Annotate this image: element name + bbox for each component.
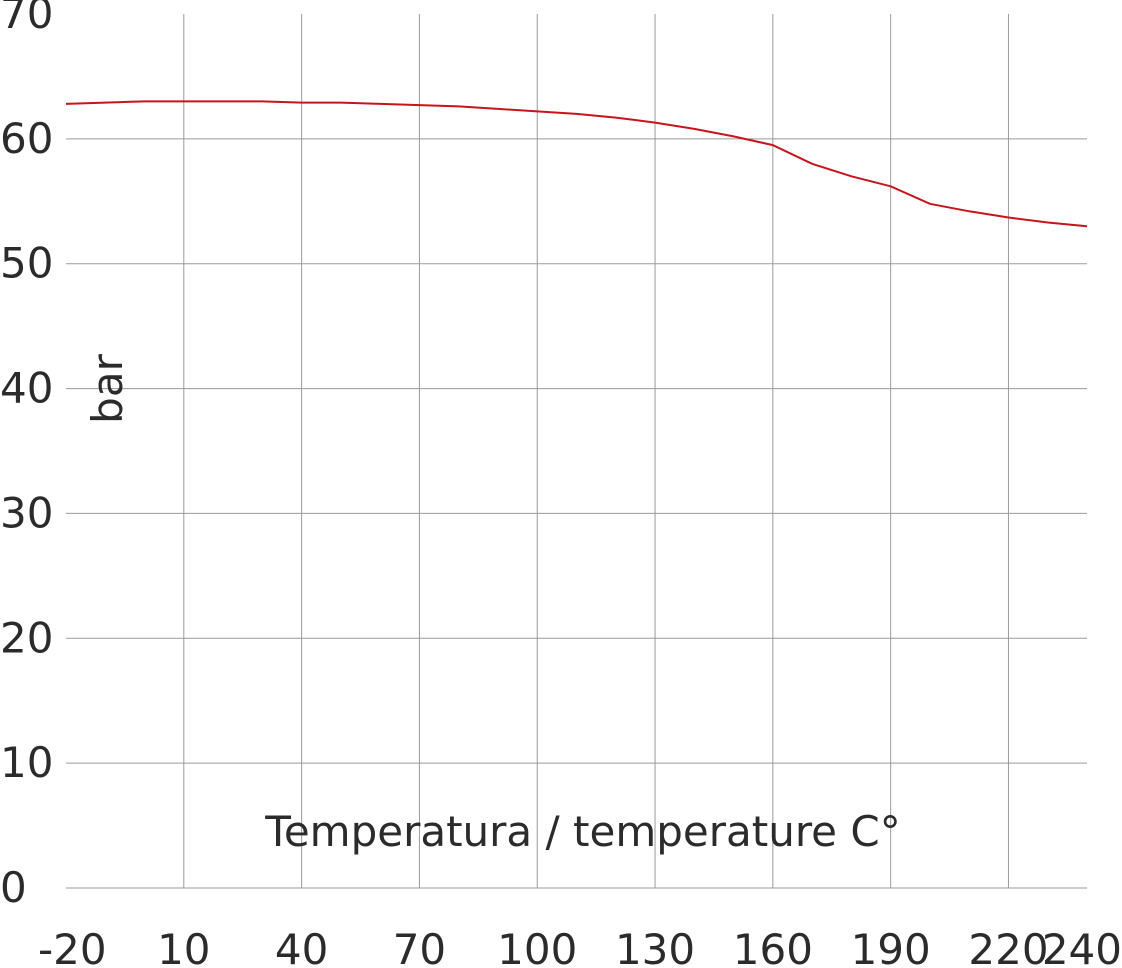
y-tick-label: 70 bbox=[0, 0, 53, 38]
x-tick-label: -20 bbox=[38, 925, 107, 968]
y-tick-label: 30 bbox=[0, 488, 53, 537]
y-tick-label: 20 bbox=[0, 613, 53, 662]
y-tick-label: 40 bbox=[0, 364, 53, 413]
y-tick-label: 60 bbox=[0, 114, 53, 163]
x-tick-label: 10 bbox=[157, 925, 210, 968]
y-axis-ticks: 0 10 20 30 40 50 60 70 bbox=[0, 0, 53, 912]
y-tick-label: 50 bbox=[0, 239, 53, 288]
y-tick-label: 0 bbox=[0, 863, 27, 912]
y-tick-label: 10 bbox=[0, 738, 53, 787]
series-line bbox=[65, 100, 1088, 228]
x-tick-label: 40 bbox=[275, 925, 328, 968]
y-axis-title: bar bbox=[83, 353, 132, 423]
x-tick-label: 100 bbox=[497, 925, 577, 968]
x-tick-label: 240 bbox=[1042, 925, 1122, 968]
series-layer bbox=[65, 100, 1088, 228]
grid bbox=[66, 14, 1087, 889]
x-tick-label: 160 bbox=[733, 925, 813, 968]
x-tick-label: 220 bbox=[968, 925, 1048, 968]
x-tick-label: 70 bbox=[393, 925, 446, 968]
x-tick-label: 190 bbox=[851, 925, 931, 968]
x-axis-title: Temperatura / temperature C° bbox=[264, 807, 900, 856]
x-tick-label: 130 bbox=[615, 925, 695, 968]
